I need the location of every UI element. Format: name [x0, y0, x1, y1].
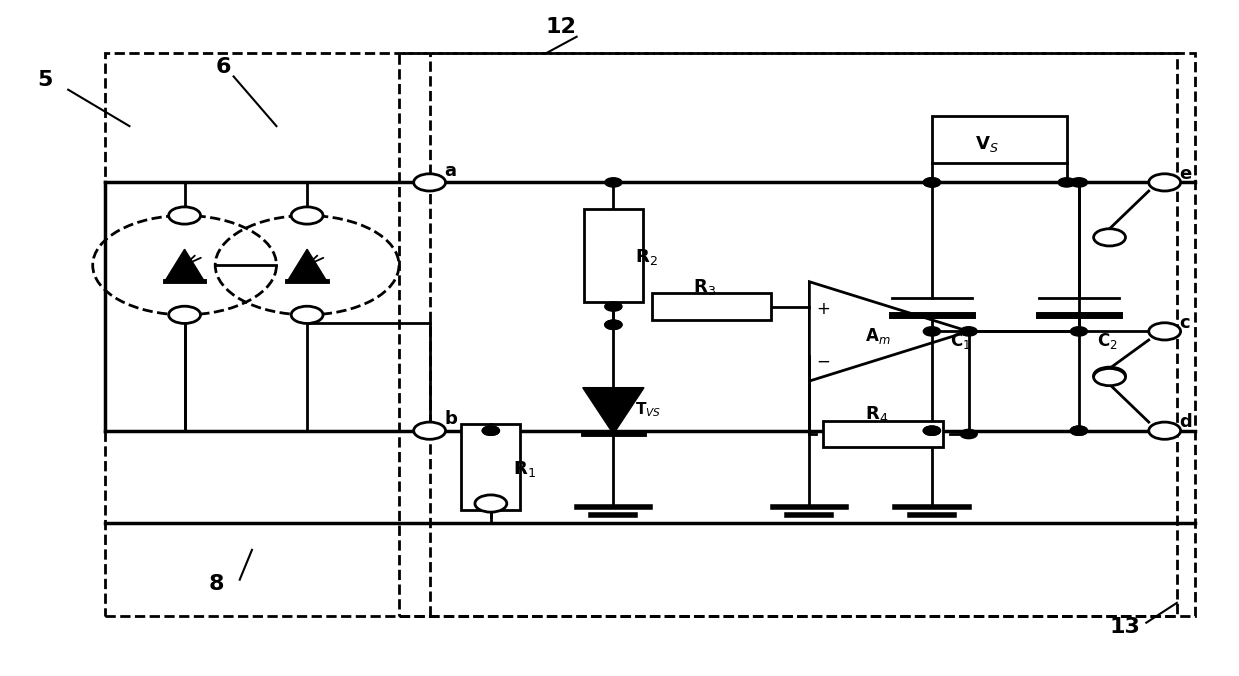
Circle shape — [1149, 322, 1181, 340]
Bar — [652, 293, 771, 320]
Text: A$_m$: A$_m$ — [865, 327, 890, 346]
Bar — [932, 116, 1067, 162]
Text: +: + — [817, 301, 830, 318]
Text: 13: 13 — [1110, 617, 1140, 637]
Text: b: b — [445, 410, 457, 428]
Circle shape — [475, 495, 507, 512]
Text: C$_2$: C$_2$ — [1098, 331, 1118, 352]
Circle shape — [605, 320, 622, 329]
Circle shape — [1070, 327, 1088, 336]
Polygon shape — [582, 387, 644, 434]
Circle shape — [923, 426, 940, 435]
Text: T$_{VS}$: T$_{VS}$ — [636, 400, 662, 419]
Text: 5: 5 — [37, 70, 53, 91]
Circle shape — [482, 426, 499, 435]
Text: R$_2$: R$_2$ — [636, 247, 658, 267]
Text: R$_1$: R$_1$ — [513, 459, 535, 479]
Circle shape — [1149, 174, 1181, 191]
Bar — [105, 53, 1196, 616]
Circle shape — [923, 327, 940, 336]
Text: 12: 12 — [546, 18, 577, 37]
Circle shape — [414, 174, 446, 191]
Text: a: a — [445, 162, 456, 180]
Bar — [823, 420, 943, 448]
Circle shape — [291, 207, 323, 224]
Bar — [399, 53, 1177, 616]
Text: R$_3$: R$_3$ — [693, 277, 716, 297]
Circle shape — [923, 178, 940, 187]
Circle shape — [482, 426, 499, 435]
Circle shape — [960, 429, 978, 439]
Text: 6: 6 — [216, 57, 230, 77]
Text: c: c — [1180, 314, 1189, 332]
Text: −: − — [817, 352, 830, 370]
Circle shape — [169, 207, 201, 224]
Circle shape — [960, 327, 978, 336]
Circle shape — [1070, 426, 1088, 435]
Circle shape — [1094, 368, 1125, 386]
Text: 8: 8 — [209, 574, 224, 594]
Text: V$_S$: V$_S$ — [975, 135, 999, 154]
Circle shape — [1149, 422, 1181, 439]
Bar — [584, 209, 643, 301]
Bar — [461, 424, 520, 510]
Text: R$_4$: R$_4$ — [865, 404, 888, 425]
Circle shape — [605, 320, 622, 329]
Circle shape — [923, 178, 940, 187]
Circle shape — [1058, 178, 1075, 187]
Circle shape — [414, 422, 446, 439]
Circle shape — [605, 302, 622, 311]
Text: e: e — [1180, 165, 1192, 183]
Circle shape — [605, 178, 622, 187]
Polygon shape — [287, 249, 327, 281]
Circle shape — [169, 306, 201, 323]
Text: C$_1$: C$_1$ — [950, 331, 971, 352]
Text: d: d — [1180, 414, 1192, 431]
Circle shape — [1070, 178, 1088, 187]
Polygon shape — [165, 249, 204, 281]
Circle shape — [1070, 426, 1088, 435]
Circle shape — [291, 306, 323, 323]
Circle shape — [1094, 367, 1125, 385]
Circle shape — [1094, 228, 1125, 246]
Circle shape — [923, 426, 940, 435]
